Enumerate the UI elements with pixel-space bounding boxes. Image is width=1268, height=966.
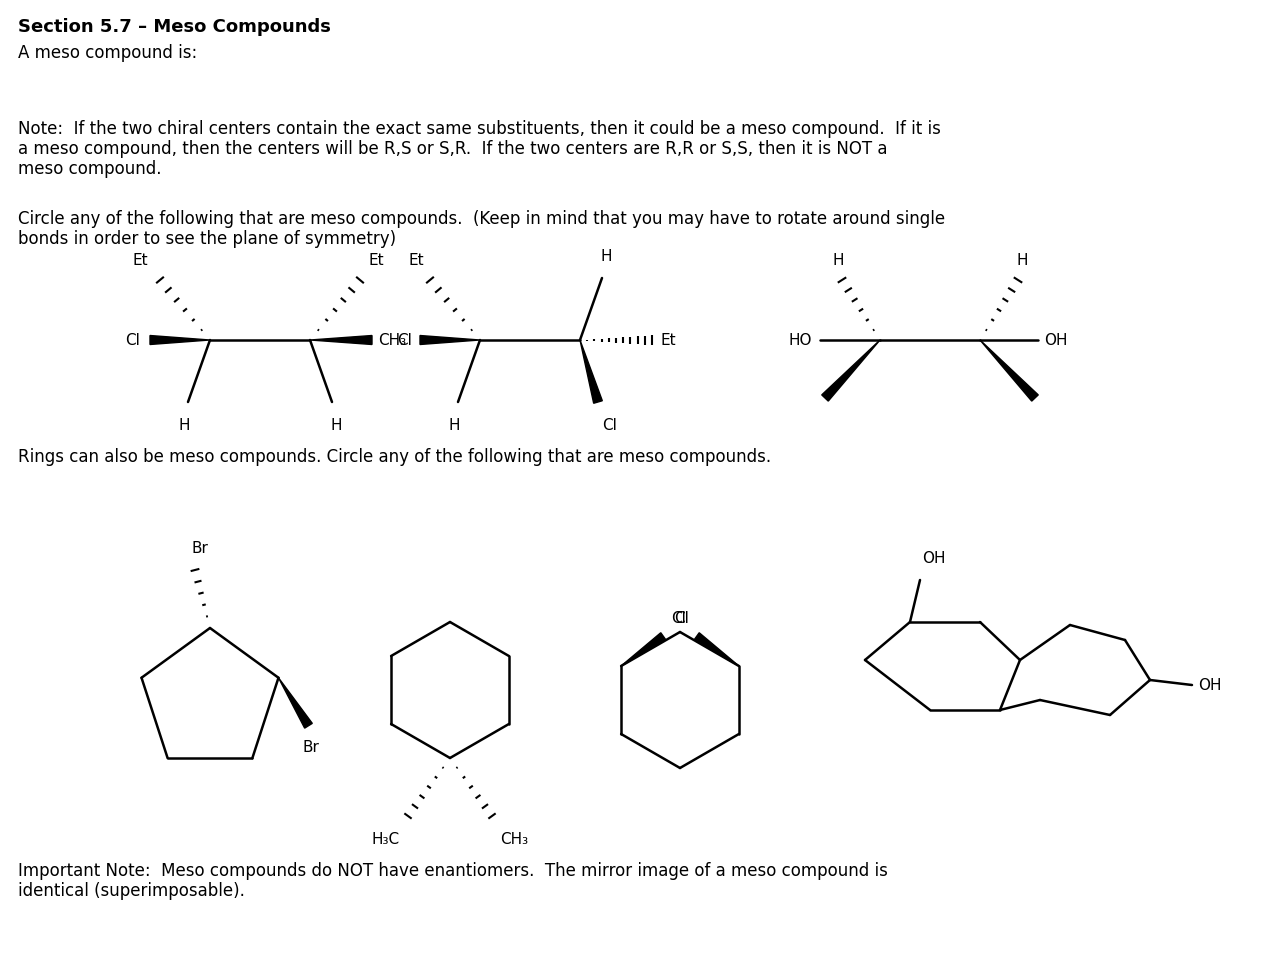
Text: Et: Et bbox=[408, 253, 424, 268]
Polygon shape bbox=[150, 335, 210, 345]
Polygon shape bbox=[980, 340, 1038, 401]
Text: CH₃: CH₃ bbox=[500, 832, 529, 847]
Text: CH₃: CH₃ bbox=[378, 332, 406, 348]
Text: H: H bbox=[600, 249, 611, 264]
Text: Cl: Cl bbox=[675, 611, 689, 626]
Text: Et: Et bbox=[368, 253, 384, 268]
Text: Br: Br bbox=[191, 541, 208, 556]
Text: Circle any of the following that are meso compounds.  (Keep in mind that you may: Circle any of the following that are mes… bbox=[18, 210, 945, 228]
Polygon shape bbox=[579, 340, 602, 403]
Text: Cl: Cl bbox=[397, 332, 412, 348]
Polygon shape bbox=[822, 340, 880, 401]
Polygon shape bbox=[279, 678, 312, 728]
Text: Section 5.7 – Meso Compounds: Section 5.7 – Meso Compounds bbox=[18, 18, 331, 36]
Text: H: H bbox=[449, 418, 460, 433]
Text: Et: Et bbox=[661, 332, 676, 348]
Text: Note:  If the two chiral centers contain the exact same substituents, then it co: Note: If the two chiral centers contain … bbox=[18, 120, 941, 138]
Text: H: H bbox=[330, 418, 342, 433]
Polygon shape bbox=[621, 633, 666, 666]
Text: HO: HO bbox=[789, 332, 812, 348]
Text: A meso compound is:: A meso compound is: bbox=[18, 44, 198, 62]
Text: identical (superimposable).: identical (superimposable). bbox=[18, 882, 245, 900]
Text: OH: OH bbox=[1198, 677, 1221, 693]
Text: Cl: Cl bbox=[671, 611, 686, 626]
Text: Cl: Cl bbox=[602, 418, 616, 433]
Text: H: H bbox=[1016, 253, 1028, 268]
Polygon shape bbox=[420, 335, 481, 345]
Text: meso compound.: meso compound. bbox=[18, 160, 161, 178]
Text: bonds in order to see the plane of symmetry): bonds in order to see the plane of symme… bbox=[18, 230, 396, 248]
Text: Important Note:  Meso compounds do NOT have enantiomers.  The mirror image of a : Important Note: Meso compounds do NOT ha… bbox=[18, 862, 888, 880]
Text: a meso compound, then the centers will be R,S or S,R.  If the two centers are R,: a meso compound, then the centers will b… bbox=[18, 140, 888, 158]
Text: OH: OH bbox=[922, 551, 946, 566]
Text: Br: Br bbox=[302, 740, 320, 754]
Text: H: H bbox=[179, 418, 190, 433]
Text: Rings can also be meso compounds. Circle any of the following that are meso comp: Rings can also be meso compounds. Circle… bbox=[18, 448, 771, 466]
Text: OH: OH bbox=[1044, 332, 1068, 348]
Text: H: H bbox=[832, 253, 843, 268]
Text: Cl: Cl bbox=[126, 332, 139, 348]
Text: Et: Et bbox=[132, 253, 148, 268]
Polygon shape bbox=[695, 633, 739, 666]
Text: H₃C: H₃C bbox=[372, 832, 399, 847]
Polygon shape bbox=[309, 335, 372, 345]
